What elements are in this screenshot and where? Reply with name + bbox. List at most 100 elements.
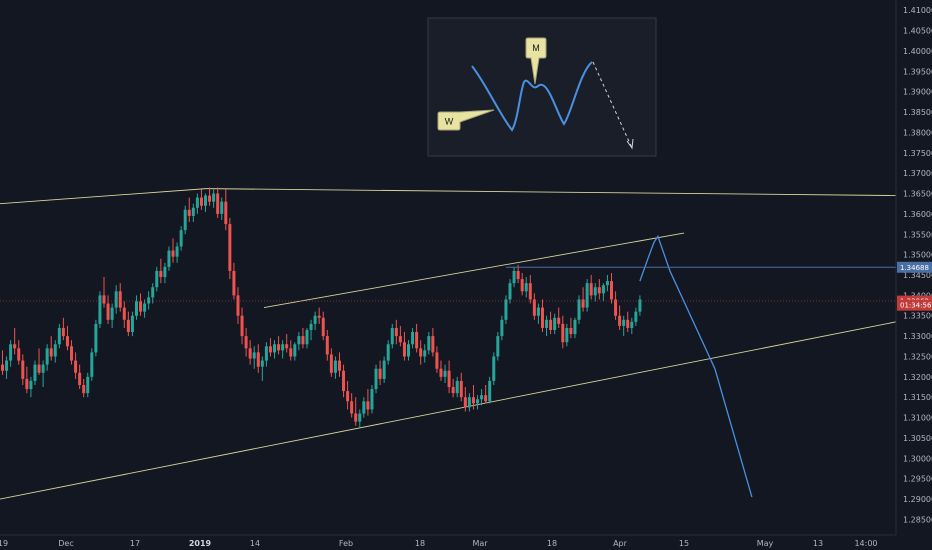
candle-body xyxy=(82,385,86,394)
y-axis[interactable]: 1.41000 1.40500 1.40000 1.39500 1.39000 1.385… xyxy=(895,0,932,550)
candle-body xyxy=(102,295,106,304)
x-tick-label: 2019 xyxy=(189,539,212,548)
candle-body xyxy=(394,327,398,337)
candle-body xyxy=(488,380,492,402)
price-badge-label: 1.34688 xyxy=(900,264,929,272)
y-tick-label: 1.32500 xyxy=(903,352,932,361)
candle-body xyxy=(634,311,638,322)
x-tick-label: 19 xyxy=(0,539,8,548)
candle-body xyxy=(520,279,524,292)
candle-body xyxy=(143,303,147,312)
candle-body xyxy=(553,317,557,330)
candle-body xyxy=(248,348,252,359)
candle-body xyxy=(183,209,187,231)
y-tick-label: 1.29000 xyxy=(903,495,932,504)
candle-body xyxy=(204,195,207,206)
candle-body xyxy=(516,270,520,280)
candle-body xyxy=(216,193,220,214)
candle-body xyxy=(549,319,553,330)
candle-body xyxy=(305,330,309,345)
x-tick-label: 14 xyxy=(250,539,260,548)
candle-body xyxy=(195,197,199,208)
candle-body xyxy=(228,224,232,271)
candle-body xyxy=(90,352,94,377)
candle-body xyxy=(147,297,151,304)
candle-body xyxy=(224,201,228,225)
candle-body xyxy=(346,391,350,402)
price-lines xyxy=(0,266,896,302)
candle-body xyxy=(57,327,61,345)
y-tick-label: 1.31500 xyxy=(903,393,932,402)
candle-body xyxy=(496,336,500,357)
trendline-support xyxy=(0,321,897,500)
candle-body xyxy=(122,307,126,320)
candle-body xyxy=(524,283,528,292)
candle-body xyxy=(451,387,455,394)
x-tick-label: 13 xyxy=(813,539,823,548)
candle-body xyxy=(9,344,13,361)
y-tick-label: 1.32000 xyxy=(903,373,932,382)
candle-body xyxy=(45,348,49,365)
candle-body xyxy=(390,327,394,345)
candle-body xyxy=(175,246,179,257)
candle-body xyxy=(601,285,605,294)
candle-body xyxy=(415,332,419,349)
candle-body xyxy=(70,346,74,361)
candle-body xyxy=(411,332,415,345)
candle-body xyxy=(536,307,540,316)
candle-body xyxy=(419,348,423,357)
candle-body xyxy=(321,317,325,337)
candle-body xyxy=(289,348,293,357)
candle-body xyxy=(614,299,618,316)
y-tick-label: 1.30000 xyxy=(903,454,932,463)
candle-body xyxy=(240,315,244,337)
candle-body xyxy=(350,401,354,414)
candle-body xyxy=(463,397,467,408)
y-tick-label: 1.35000 xyxy=(903,251,932,260)
x-tick-label: May xyxy=(757,539,774,548)
candle-body xyxy=(626,319,630,328)
candle-body xyxy=(236,295,240,316)
price-badge xyxy=(897,261,932,273)
candle-body xyxy=(309,323,313,330)
candle-body xyxy=(447,370,451,388)
candle-body xyxy=(277,344,281,351)
candle-body xyxy=(622,319,626,326)
candle-body xyxy=(167,250,171,267)
candle-body xyxy=(378,368,382,379)
candle-body xyxy=(37,364,41,373)
y-tick-label: 1.36500 xyxy=(903,190,932,199)
candle-body xyxy=(252,352,256,359)
x-axis[interactable]: 19 Dec 17 2019 14 Feb 18 Mar 18 Apr 15 May 13 14:00 xyxy=(0,534,932,550)
candle-body xyxy=(427,336,431,351)
candle-body xyxy=(5,360,9,371)
candle-body xyxy=(220,201,224,214)
candle-body xyxy=(33,364,37,381)
candle-body xyxy=(407,344,410,357)
candle-body xyxy=(333,360,337,373)
x-tick-label: Mar xyxy=(472,539,488,548)
trendline-top-horizontal xyxy=(205,188,897,197)
candle-body xyxy=(431,336,435,353)
candle-body xyxy=(297,336,301,345)
x-tick-label: 18 xyxy=(415,539,425,548)
candle-body xyxy=(484,395,488,402)
candle-body xyxy=(208,195,212,202)
y-tick-label: 1.31000 xyxy=(903,414,932,423)
pattern-inset: W M xyxy=(427,17,657,157)
candle-body xyxy=(317,315,321,318)
candle-body xyxy=(508,283,512,300)
candle-body xyxy=(581,299,585,308)
candle-body xyxy=(264,346,268,361)
price-badges: 1.346881.3386201:34:56 xyxy=(897,261,932,311)
candle-body xyxy=(329,354,333,373)
y-axis-background xyxy=(896,0,932,550)
candle-body xyxy=(21,360,25,379)
y-tick-label: 1.40000 xyxy=(903,47,932,56)
x-tick-label: 17 xyxy=(130,539,140,548)
candle-body xyxy=(443,370,447,377)
candle-body xyxy=(540,307,544,328)
x-axis-background xyxy=(0,535,932,550)
candle-body xyxy=(74,360,78,373)
